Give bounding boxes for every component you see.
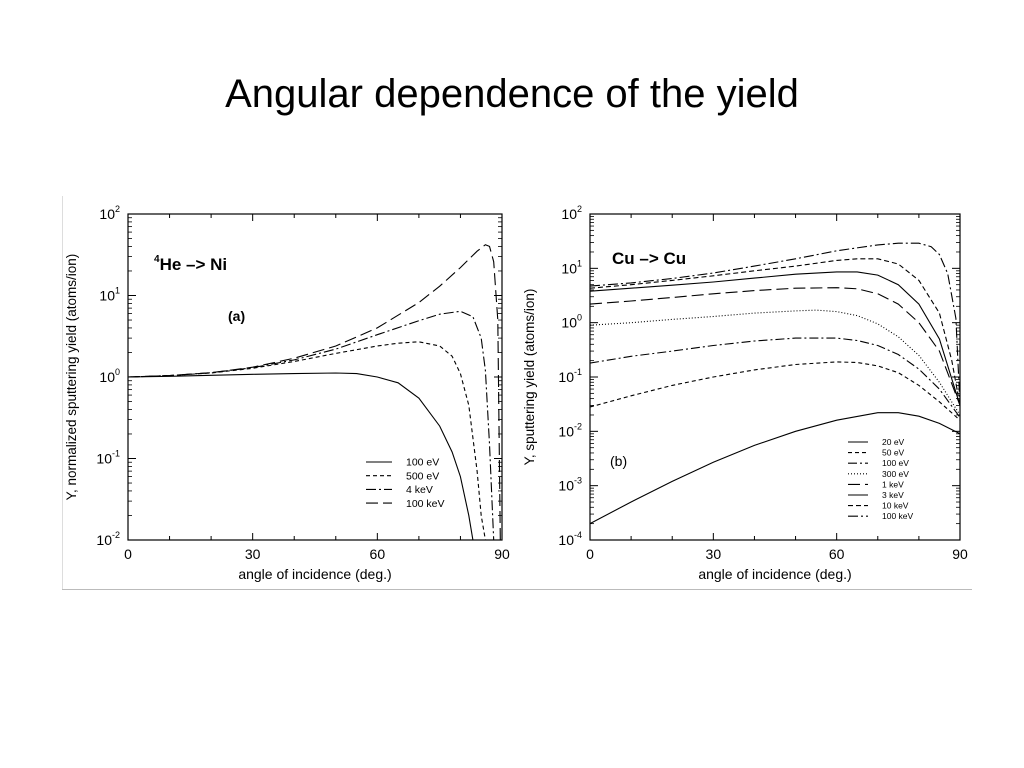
y-tick-label: 10-1: [558, 367, 582, 385]
series-line: [590, 271, 960, 406]
series-line: [590, 242, 960, 406]
y-tick-exponent: -2: [112, 530, 120, 540]
y-tick-base: 10: [561, 206, 577, 222]
y-axis-label: Y, normalized sputtering yield (atoms/io…: [64, 254, 79, 501]
y-tick-base: 10: [96, 451, 112, 467]
y-tick-base: 10: [96, 532, 112, 548]
y-tick-label: 101: [99, 286, 120, 304]
y-tick-label: 102: [561, 204, 582, 222]
y-tick-label: 10-3: [558, 476, 582, 494]
y-tick-exponent: 2: [115, 204, 120, 214]
y-axis-label: Y, sputtering yield (atoms/ion): [522, 289, 537, 466]
legend-label: 3 keV: [882, 490, 904, 500]
legend-label: 100 eV: [882, 458, 909, 468]
x-tick-label: 30: [706, 546, 722, 562]
x-tick-label: 60: [370, 546, 386, 562]
y-tick-label: 101: [561, 258, 582, 276]
y-tick-base: 10: [561, 315, 577, 331]
series-line: [590, 287, 960, 406]
x-tick-label: 60: [829, 546, 845, 562]
legend-label: 10 keV: [882, 501, 909, 511]
legend-label: 100 keV: [882, 511, 914, 521]
y-tick-base: 10: [561, 260, 577, 276]
panel-label: (b): [610, 453, 627, 469]
y-tick-base: 10: [558, 423, 574, 439]
y-tick-base: 10: [558, 532, 574, 548]
legend-label: 1 keV: [882, 479, 904, 489]
legend-label: 100 eV: [406, 457, 439, 469]
slide-title: Angular dependence of the yield: [225, 72, 799, 116]
series-group: [590, 242, 960, 525]
legend-label: 4 keV: [406, 484, 433, 496]
legend-label: 100 keV: [406, 498, 445, 510]
chart-title: Cu –> Cu: [612, 249, 686, 268]
x-tick-label: 90: [952, 546, 968, 562]
x-axis-label: angle of incidence (deg.): [238, 566, 391, 582]
y-tick-exponent: -1: [574, 367, 582, 377]
y-tick-base: 10: [558, 369, 574, 385]
x-tick-label: 30: [245, 546, 261, 562]
series-line: [128, 372, 474, 540]
chart-title-text: He –> Ni: [160, 255, 228, 274]
x-tick-label: 0: [586, 546, 594, 562]
figure-background: [62, 196, 972, 590]
series-group: [128, 244, 501, 540]
y-tick-label: 100: [99, 367, 120, 385]
chart-title-superscript: 4: [154, 254, 160, 265]
y-tick-base: 10: [99, 206, 115, 222]
series-line: [128, 310, 495, 540]
y-tick-base: 10: [99, 369, 115, 385]
y-tick-base: 10: [99, 288, 115, 304]
y-tick-base: 10: [558, 478, 574, 494]
series-line: [590, 412, 960, 525]
y-tick-label: 10-4: [558, 530, 582, 548]
legend-label: 20 eV: [882, 437, 905, 447]
y-tick-label: 10-2: [96, 530, 120, 548]
x-tick-label: 0: [124, 546, 132, 562]
series-line: [590, 258, 960, 406]
y-tick-exponent: 1: [115, 286, 120, 296]
y-tick-exponent: 0: [577, 313, 582, 323]
y-tick-label: 10-1: [96, 449, 120, 467]
y-tick-exponent: 1: [577, 258, 582, 268]
y-tick-label: 102: [99, 204, 120, 222]
y-tick-exponent: -3: [574, 476, 582, 486]
panel-label: (a): [228, 308, 245, 324]
series-line: [590, 361, 960, 421]
series-line: [128, 341, 486, 540]
legend-label: 300 eV: [882, 469, 909, 479]
chart-title: 4He –> Ni: [154, 254, 227, 274]
legend-label: 500 eV: [406, 470, 439, 482]
y-tick-label: 100: [561, 313, 582, 331]
legend-label: 50 eV: [882, 448, 905, 458]
x-tick-label: 90: [494, 546, 510, 562]
y-tick-exponent: -1: [112, 449, 120, 459]
x-axis-label: angle of incidence (deg.): [698, 566, 851, 582]
y-tick-exponent: -2: [574, 421, 582, 431]
series-line: [128, 244, 501, 540]
y-tick-label: 10-2: [558, 421, 582, 439]
y-tick-exponent: 0: [115, 367, 120, 377]
y-tick-exponent: 2: [577, 204, 582, 214]
y-tick-exponent: -4: [574, 530, 582, 540]
